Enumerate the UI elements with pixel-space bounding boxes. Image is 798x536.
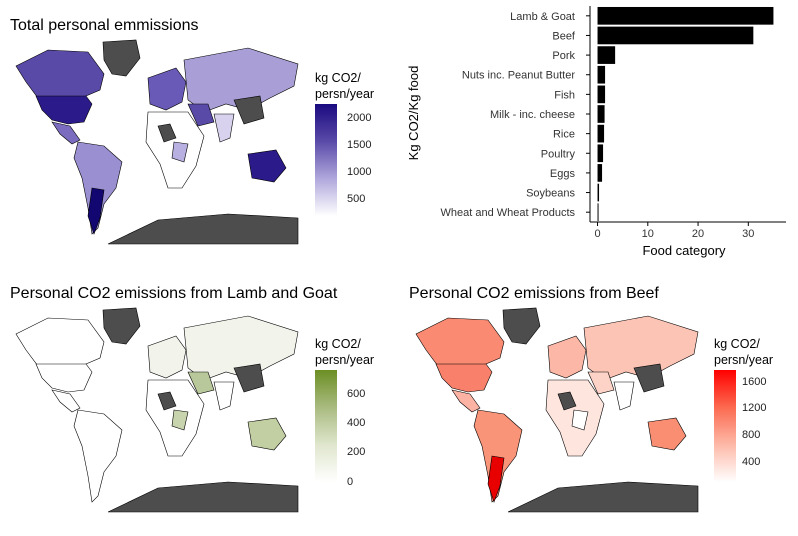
map-region-south-asia — [213, 381, 235, 411]
map-region-argentina — [87, 187, 105, 235]
panel-title-beef: Personal CO2 emissions from Beef — [409, 285, 659, 302]
map-panel-lamb: Personal CO2 emissions from Lamb and Goa… — [0, 266, 400, 533]
world-map-total — [15, 39, 299, 245]
x-tick-label: 10 — [642, 228, 654, 240]
x-tick-label: 30 — [742, 228, 754, 240]
map-region-south-america — [73, 141, 123, 235]
bar — [597, 105, 605, 123]
map-region-middle-east — [187, 103, 215, 127]
map-region-east-asia — [233, 363, 265, 393]
map-region-usa — [35, 363, 93, 393]
map-region-europe — [547, 335, 587, 379]
legend-tick-lamb: 400 — [347, 417, 366, 429]
map-region-africa-mid — [571, 409, 589, 431]
bar — [597, 144, 604, 163]
map-region-usa — [435, 363, 493, 393]
legend-tick-lamb: 600 — [347, 388, 366, 400]
map-region-antarctica — [107, 213, 299, 245]
map-region-south-america — [73, 409, 123, 503]
y-tick-label: Lamb & Goat — [510, 11, 575, 23]
panel-title-total: Total personal emmissions — [10, 17, 199, 34]
map-region-africa-dark — [157, 391, 177, 411]
map-region-greenland — [502, 307, 541, 345]
map-region-south-asia — [213, 113, 235, 143]
y-tick-label: Nuts inc. Peanut Butter — [462, 70, 575, 82]
map-region-middle-east — [187, 371, 215, 395]
y-tick-label: Fish — [554, 89, 575, 101]
map-region-australia — [647, 417, 687, 451]
legend-tick-beef: 1600 — [742, 376, 767, 388]
x-axis-title: Food category — [642, 243, 726, 258]
map-region-australia — [247, 149, 287, 183]
legend-tick-total: 1500 — [347, 139, 372, 151]
y-tick-label: Poultry — [541, 148, 576, 160]
y-tick-label: Wheat and Wheat Products — [440, 207, 575, 219]
panel-title-lamb: Personal CO2 emissions from Lamb and Goa… — [10, 285, 338, 302]
y-tick-label: Soybeans — [526, 188, 575, 200]
bar-chart: Lamb & Goat Beef Pork Nuts inc. Peanut Butt… — [406, 6, 786, 258]
map-panel-beef: Personal CO2 emissions from Beef kg CO2/… — [400, 266, 798, 533]
map-region-antarctica — [507, 481, 699, 513]
map-region-usa — [35, 95, 93, 125]
bar — [597, 203, 599, 222]
legend-title-lamb: kg CO2/ persn/year — [315, 337, 375, 367]
bar — [597, 124, 605, 143]
legend-tick-total: 500 — [347, 193, 366, 205]
map-region-europe — [147, 67, 187, 111]
bar — [597, 26, 754, 45]
bar-chart-panel: Lamb & Goat Beef Pork Nuts inc. Peanut Butt… — [400, 0, 798, 266]
map-region-south-asia — [613, 381, 635, 411]
map-region-central-america — [51, 389, 81, 413]
bar — [597, 6, 774, 25]
map-region-central-america — [451, 389, 481, 413]
legend-tick-beef: 400 — [742, 456, 761, 468]
map-region-europe — [147, 335, 187, 379]
x-tick-label: 0 — [594, 228, 600, 240]
map-region-greenland — [102, 307, 141, 345]
map-region-argentina — [487, 455, 505, 503]
legend-tick-total: 2000 — [347, 112, 372, 124]
y-tick-label: Pork — [552, 50, 575, 62]
map-region-central-america — [51, 121, 81, 145]
y-tick-label: Milk - inc. cheese — [490, 109, 575, 121]
map-region-africa-mid — [171, 409, 189, 431]
legend-tick-lamb: 0 — [347, 476, 354, 488]
y-tick-label: Rice — [553, 129, 575, 141]
legend-title-total: kg CO2/ persn/year — [315, 71, 375, 101]
legend-colorbar-lamb — [315, 370, 337, 482]
world-map-lamb — [15, 307, 299, 513]
bar — [597, 183, 600, 202]
map-region-greenland — [102, 39, 141, 77]
legend-tick-lamb: 200 — [347, 446, 366, 458]
map-region-south-america — [473, 409, 523, 503]
y-axis-title: Kg CO2/Kg food — [406, 66, 421, 161]
legend-tick-beef: 800 — [742, 429, 761, 441]
map-region-africa-dark — [557, 391, 577, 411]
map-region-east-asia — [233, 95, 265, 125]
world-map-beef — [415, 307, 699, 513]
map-region-middle-east — [587, 371, 615, 395]
map-region-australia — [247, 417, 287, 451]
bar — [597, 164, 603, 182]
bar — [597, 46, 616, 64]
map-region-antarctica — [107, 481, 299, 513]
map-region-east-asia — [633, 363, 665, 393]
map-region-africa-mid — [171, 141, 189, 163]
y-tick-label: Beef — [552, 30, 576, 42]
legend-title-beef: kg CO2/ persn/year — [714, 337, 774, 367]
legend-colorbar-beef — [714, 370, 736, 482]
y-tick-label: Eggs — [550, 168, 576, 180]
legend-tick-total: 1000 — [347, 166, 372, 178]
x-tick-label: 20 — [692, 228, 704, 240]
legend-colorbar-total — [315, 104, 337, 216]
legend-tick-beef: 1200 — [742, 402, 767, 414]
bar — [597, 65, 606, 84]
map-panel-total: Total personal emmissions kg CO2/ persn/… — [0, 0, 400, 266]
bar — [597, 85, 606, 104]
map-region-africa-dark — [157, 123, 177, 143]
